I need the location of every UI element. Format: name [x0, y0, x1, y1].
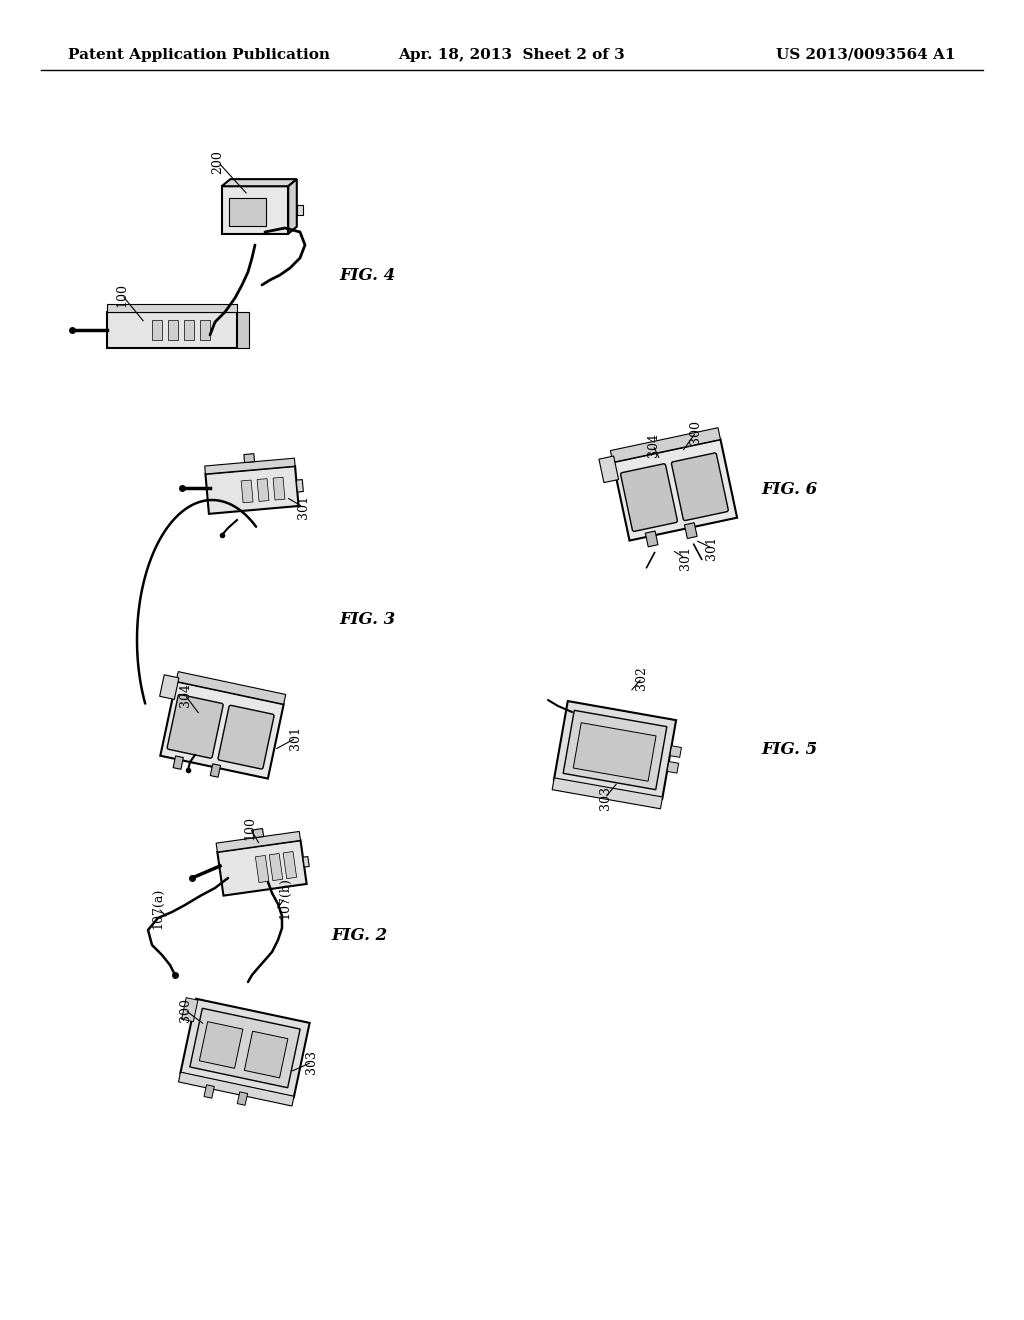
- Bar: [229, 198, 266, 226]
- Bar: [216, 832, 300, 851]
- Text: 304: 304: [178, 682, 191, 708]
- Bar: [684, 523, 697, 539]
- Bar: [222, 186, 288, 234]
- Bar: [296, 479, 303, 492]
- Text: 301: 301: [290, 726, 302, 750]
- Bar: [554, 701, 676, 799]
- Text: 100: 100: [244, 816, 256, 840]
- Text: 100: 100: [116, 282, 128, 308]
- Bar: [273, 478, 285, 500]
- Bar: [645, 531, 658, 546]
- Text: FIG. 3: FIG. 3: [340, 611, 396, 628]
- Bar: [255, 855, 269, 883]
- Bar: [552, 777, 663, 809]
- Bar: [599, 455, 618, 483]
- Text: 107(a): 107(a): [152, 887, 165, 929]
- Bar: [178, 1072, 294, 1106]
- Bar: [106, 312, 237, 348]
- Text: 303: 303: [305, 1049, 318, 1074]
- Bar: [257, 479, 269, 502]
- Bar: [253, 829, 263, 838]
- Bar: [238, 1092, 248, 1105]
- Bar: [173, 756, 183, 770]
- Bar: [245, 1031, 288, 1078]
- Polygon shape: [222, 180, 297, 186]
- Bar: [184, 319, 194, 341]
- Text: 200: 200: [212, 150, 224, 174]
- Bar: [303, 857, 309, 867]
- Text: 301: 301: [679, 546, 691, 570]
- Bar: [152, 319, 162, 341]
- Bar: [106, 304, 237, 312]
- Text: 301: 301: [297, 495, 309, 519]
- Bar: [200, 319, 210, 341]
- Bar: [244, 454, 255, 462]
- Bar: [181, 998, 198, 1022]
- Text: Patent Application Publication: Patent Application Publication: [68, 48, 330, 62]
- Text: 302: 302: [636, 667, 648, 690]
- Text: 303: 303: [598, 785, 611, 810]
- Bar: [161, 681, 284, 779]
- Bar: [180, 999, 309, 1097]
- Bar: [189, 1008, 300, 1088]
- Text: FIG. 2: FIG. 2: [332, 927, 388, 944]
- Text: FIG. 5: FIG. 5: [762, 742, 818, 759]
- Bar: [283, 851, 297, 879]
- Bar: [613, 440, 737, 541]
- Text: 107(b): 107(b): [279, 876, 292, 919]
- Bar: [610, 428, 721, 462]
- Bar: [206, 466, 299, 513]
- Text: US 2013/0093564 A1: US 2013/0093564 A1: [776, 48, 956, 62]
- FancyBboxPatch shape: [167, 694, 223, 758]
- Bar: [200, 1022, 243, 1068]
- Bar: [297, 205, 302, 215]
- Bar: [573, 723, 656, 781]
- FancyBboxPatch shape: [621, 463, 678, 532]
- FancyBboxPatch shape: [218, 705, 274, 770]
- Bar: [210, 764, 220, 777]
- FancyBboxPatch shape: [672, 453, 728, 520]
- Text: FIG. 6: FIG. 6: [762, 482, 818, 499]
- Text: 301: 301: [706, 536, 719, 560]
- Bar: [217, 841, 306, 896]
- Bar: [667, 762, 679, 774]
- Text: FIG. 4: FIG. 4: [340, 267, 396, 284]
- Text: 300: 300: [689, 420, 702, 444]
- Bar: [242, 480, 253, 503]
- Bar: [670, 746, 681, 758]
- Text: Apr. 18, 2013  Sheet 2 of 3: Apr. 18, 2013 Sheet 2 of 3: [398, 48, 626, 62]
- Bar: [168, 319, 178, 341]
- Bar: [269, 854, 283, 880]
- Bar: [176, 672, 286, 705]
- Text: 304: 304: [646, 433, 659, 457]
- Polygon shape: [288, 180, 297, 234]
- Text: 300: 300: [178, 998, 191, 1022]
- Bar: [205, 458, 295, 474]
- Bar: [160, 675, 179, 700]
- Bar: [204, 1085, 214, 1098]
- Bar: [237, 312, 249, 348]
- Bar: [563, 710, 667, 789]
